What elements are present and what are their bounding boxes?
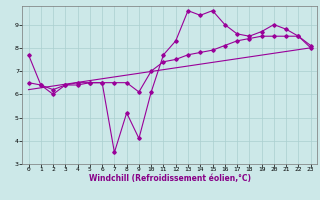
X-axis label: Windchill (Refroidissement éolien,°C): Windchill (Refroidissement éolien,°C) bbox=[89, 174, 251, 183]
